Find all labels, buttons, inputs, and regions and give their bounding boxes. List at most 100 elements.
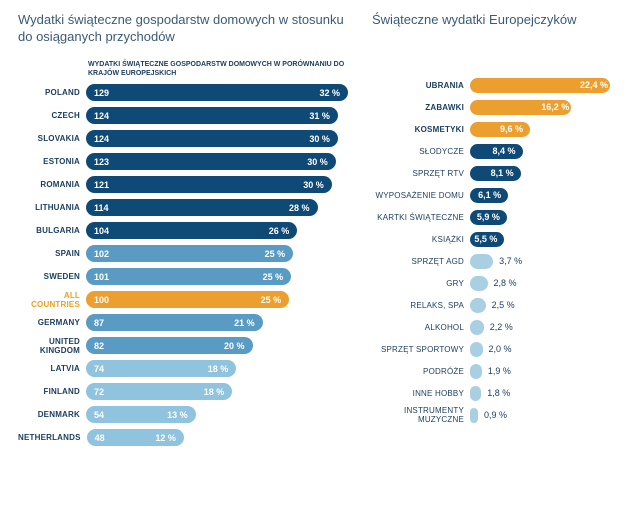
bar-value-pct: 25 % xyxy=(265,249,286,259)
bar: 101 25 % xyxy=(86,268,291,285)
bar-value: 5,9 % xyxy=(477,212,500,222)
bar-value: 2,0 % xyxy=(489,344,512,354)
left-row: SLOVAKIA12430 % xyxy=(18,130,348,148)
row-label: ALL COUNTRIES xyxy=(18,291,86,309)
row-label: ROMANIA xyxy=(18,180,86,189)
row-label: FINLAND xyxy=(18,387,86,396)
left-chart: Wydatki świąteczne gospodarstw domowych … xyxy=(18,12,348,452)
bar-track: 7218 % xyxy=(86,383,348,400)
bar-value: 2,8 % xyxy=(494,278,517,288)
bar-value: 16,2 % xyxy=(541,102,569,112)
row-label: INNE HOBBY xyxy=(372,389,470,398)
row-label: LATVIA xyxy=(18,364,86,373)
bar-value-index: 74 xyxy=(94,364,104,374)
row-label: ESTONIA xyxy=(18,157,86,166)
bar-value-pct: 25 % xyxy=(263,272,284,282)
bar-value-index: 123 xyxy=(94,157,109,167)
bar-track: 2,2 % xyxy=(470,320,622,335)
bar: 8721 % xyxy=(86,314,263,331)
left-row: FINLAND7218 % xyxy=(18,383,348,401)
row-label: SPRZĘT RTV xyxy=(372,169,470,178)
right-row: ZABAWKI 16,2 % xyxy=(372,99,622,116)
row-label: LITHUANIA xyxy=(18,203,86,212)
bar-value: 5,5 % xyxy=(474,234,497,244)
bar: 74 18 % xyxy=(86,360,236,377)
bar-value-pct: 18 % xyxy=(208,364,229,374)
bar: 12430 % xyxy=(86,130,338,147)
row-label: PODRÓŻE xyxy=(372,367,470,376)
row-label: CZECH xyxy=(18,111,86,120)
row-label: BULGARIA xyxy=(18,226,86,235)
bar-value-pct: 30 % xyxy=(303,180,324,190)
bar-value-index: 104 xyxy=(94,226,109,236)
bar-value-index: 54 xyxy=(94,410,104,420)
row-label: KOSMETYKI xyxy=(372,125,470,134)
bar-value: 3,7 % xyxy=(499,256,522,266)
bar-value: 0,9 % xyxy=(484,410,507,420)
bar xyxy=(470,386,481,401)
bar-track: 8721 % xyxy=(86,314,348,331)
right-row: RELAKS, SPA2,5 % xyxy=(372,297,622,314)
row-label: GERMANY xyxy=(18,318,86,327)
bar-track: 12932 % xyxy=(86,84,348,101)
left-row: GERMANY8721 % xyxy=(18,314,348,332)
row-label: WYPOSAŻENIE DOMU xyxy=(372,191,470,200)
bar-value: 8,1 % xyxy=(491,168,514,178)
bar xyxy=(470,364,482,379)
bar-track: 9,6 % xyxy=(470,122,622,137)
bar-value-pct: 18 % xyxy=(204,387,225,397)
bar-value-index: 100 xyxy=(94,295,109,305)
bar-value: 1,8 % xyxy=(487,388,510,398)
bar-value-index: 124 xyxy=(94,134,109,144)
bar-value: 2,2 % xyxy=(490,322,513,332)
bar-value-index: 48 xyxy=(95,433,105,443)
bar-track: 101 25 % xyxy=(86,268,348,285)
bar: 12130 % xyxy=(86,176,332,193)
right-row: GRY2,8 % xyxy=(372,275,622,292)
bar-track: 8,1 % xyxy=(470,166,622,181)
left-row: NETHERLANDS4812 % xyxy=(18,429,348,447)
bar-track: 5,5 % xyxy=(470,232,622,247)
bar xyxy=(470,342,483,357)
row-label: POLAND xyxy=(18,88,86,97)
bar-value-pct: 13 % xyxy=(167,410,188,420)
bar-track: 2,5 % xyxy=(470,298,622,313)
right-row: SPRZĘT AGD3,7 % xyxy=(372,253,622,270)
bar-track: 104 26 % xyxy=(86,222,348,239)
left-row: ALL COUNTRIES10025 % xyxy=(18,291,348,309)
row-label: SPAIN xyxy=(18,249,86,258)
right-row: KSIĄŻKI5,5 % xyxy=(372,231,622,248)
bar-track: 2,8 % xyxy=(470,276,622,291)
bar-track: 2,0 % xyxy=(470,342,622,357)
right-row: INNE HOBBY 1,8 % xyxy=(372,385,622,402)
bar-track: 3,7 % xyxy=(470,254,622,269)
right-row: KOSMETYKI9,6 % xyxy=(372,121,622,138)
bar-track: 12430 % xyxy=(86,130,348,147)
bar-track: 6,1 % xyxy=(470,188,622,203)
bar xyxy=(470,254,493,269)
row-label: ZABAWKI xyxy=(372,103,470,112)
left-subheading: WYDATKI ŚWIĄTECZNE GOSPODARSTW DOMOWYCH … xyxy=(88,60,348,78)
right-row: WYPOSAŻENIE DOMU6,1 % xyxy=(372,187,622,204)
bar-track: 12330 % xyxy=(86,153,348,170)
left-row: CZECH12431 % xyxy=(18,107,348,125)
row-label: RELAKS, SPA xyxy=(372,301,470,310)
bar-value-index: 124 xyxy=(94,111,109,121)
bar-track: 11428 % xyxy=(86,199,348,216)
bar: 102 25 % xyxy=(86,245,293,262)
row-label: UNITED KINGDOM xyxy=(18,337,86,355)
bar-value-index: 102 xyxy=(94,249,109,259)
bar: 104 26 % xyxy=(86,222,297,239)
right-row: KARTKI ŚWIĄTECZNE5,9 % xyxy=(372,209,622,226)
right-row: SPRZĘT RTV 8,1 % xyxy=(372,165,622,182)
left-title: Wydatki świąteczne gospodarstw domowych … xyxy=(18,12,348,46)
left-row: POLAND12932 % xyxy=(18,84,348,102)
bar-value-pct: 32 % xyxy=(319,88,340,98)
row-label: UBRANIA xyxy=(372,81,470,90)
right-row: SŁODYCZE8,4 % xyxy=(372,143,622,160)
bar xyxy=(470,298,486,313)
bar-value-index: 101 xyxy=(94,272,109,282)
left-row: ESTONIA12330 % xyxy=(18,153,348,171)
row-label: ALKOHOL xyxy=(372,323,470,332)
bar-value-pct: 26 % xyxy=(269,226,290,236)
